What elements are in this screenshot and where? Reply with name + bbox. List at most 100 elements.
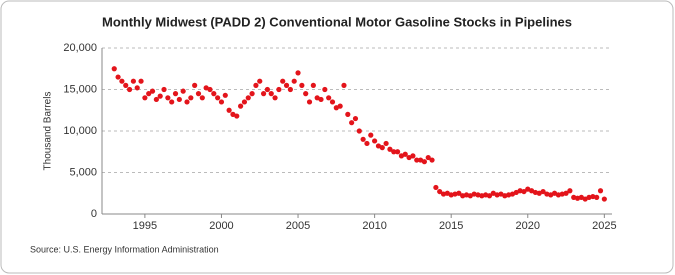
x-tick-label: 1995 [133,220,157,232]
data-point [153,96,159,103]
data-point [245,95,251,101]
data-point [329,99,336,105]
data-point [272,95,278,101]
data-point [394,149,401,155]
data-point [567,188,573,194]
x-tick-label: 2005 [286,220,310,232]
x-tick-label: 2000 [209,220,233,232]
data-point [372,138,378,144]
data-point [234,113,240,119]
data-point [291,78,297,84]
data-point [260,91,267,97]
data-point [192,82,198,88]
data-point [211,91,217,97]
data-point [433,184,439,191]
data-point [349,120,355,126]
data-point [521,188,527,195]
data-point [165,95,171,101]
y-tick-label: 20,000 [63,42,97,54]
data-point [306,99,313,105]
data-point [341,82,347,88]
data-point [318,96,324,103]
source-note: Source: U.S. Energy Information Administ… [30,244,219,254]
data-point [456,190,462,196]
data-point [169,99,175,105]
x-tick-label: 2010 [362,220,386,232]
data-point [199,95,205,101]
data-point [222,92,228,98]
data-point [364,140,370,147]
data-point [207,86,213,93]
y-tick-label: 0 [91,208,97,220]
data-point [142,95,148,101]
data-point [337,103,343,109]
data-point [149,88,156,94]
data-point [601,196,607,202]
data-point [295,70,301,76]
data-point [429,157,435,163]
data-point [161,86,167,93]
data-point [310,82,316,88]
data-point [184,99,190,105]
x-tick-label: 2015 [439,220,463,232]
data-point [322,86,328,93]
data-point [126,86,133,93]
data-point [379,145,385,151]
data-point [264,86,271,93]
data-point [280,78,286,84]
data-point [597,188,604,194]
data-point [172,91,179,97]
data-point [425,154,431,161]
data-point [540,188,546,195]
data-point [563,190,569,196]
data-point [299,82,305,88]
data-point [215,95,221,101]
data-point [414,157,420,163]
data-point [157,93,163,99]
data-point [391,149,397,155]
data-point [402,151,408,157]
data-point [249,91,255,97]
data-point [218,99,225,105]
data-point [360,136,366,142]
data-point [345,111,351,117]
data-point [241,99,248,105]
data-point [594,194,600,200]
data-point [119,78,125,84]
data-point [188,95,194,101]
data-point [326,95,332,101]
data-point [226,107,232,113]
y-tick-label: 10,000 [63,125,97,137]
data-point [486,193,493,199]
x-tick-label: 2025 [592,220,616,232]
data-point [146,91,152,97]
y-axis-label: Thousand Barrels [43,92,54,171]
data-point [421,159,427,165]
data-point [238,103,244,109]
data-point [276,86,282,93]
data-point [287,86,293,93]
data-point [356,128,362,134]
data-point [410,153,416,159]
data-point [387,146,393,152]
data-point [303,91,309,97]
y-tick-label: 15,000 [63,83,97,95]
data-point [176,96,182,103]
data-point [283,82,290,88]
data-point [383,140,389,147]
data-point [123,82,129,88]
data-point [195,91,202,97]
data-point [253,82,259,88]
data-point [368,132,374,138]
y-tick-label: 5,000 [69,166,97,178]
data-point [130,78,136,84]
data-point [437,188,443,195]
data-point [134,85,140,91]
data-point [268,91,274,97]
data-point [115,74,121,80]
data-point [111,66,117,72]
data-point [180,88,186,94]
data-point [257,78,263,84]
